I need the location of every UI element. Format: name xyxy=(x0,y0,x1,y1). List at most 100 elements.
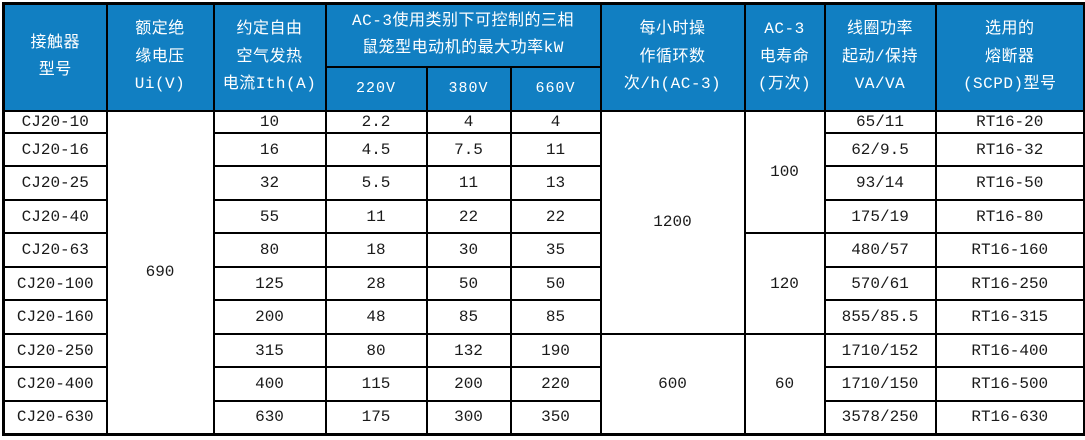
cell-fuse: RT16-500 xyxy=(934,366,1085,402)
cell-model: CJ20-160 xyxy=(2,299,108,335)
cell-coil-power: 570/61 xyxy=(823,265,937,302)
cell-kw-220v: 11 xyxy=(324,198,428,235)
cell-kw-220v: 175 xyxy=(324,399,428,436)
header-380v: 380V xyxy=(425,65,512,112)
cell-kw-660v: 220 xyxy=(509,366,602,402)
cell-life-merged-60: 60 xyxy=(743,332,826,436)
cell-kw-660v: 190 xyxy=(509,332,602,369)
cell-coil-power: 93/14 xyxy=(823,165,937,201)
cell-kw-660v: 50 xyxy=(509,265,602,302)
cell-fuse: RT16-315 xyxy=(934,299,1085,335)
cell-fuse: RT16-630 xyxy=(934,399,1085,436)
cell-kw-220v: 18 xyxy=(324,232,428,268)
cell-kw-660v: 35 xyxy=(509,232,602,268)
table-row: CJ20-16 16 4.5 7.5 11 62/9.5 RT16-32 xyxy=(2,131,1085,168)
cell-model: CJ20-250 xyxy=(2,332,108,369)
cell-cycles-merged-high: 1200 xyxy=(599,109,746,335)
cell-kw-660v: 13 xyxy=(509,165,602,201)
cell-kw-660v: 11 xyxy=(509,131,602,168)
cell-kw-380v: 300 xyxy=(425,399,512,436)
header-coil-power: 线圈功率 起动/保持 VA/VA xyxy=(823,2,937,112)
header-electrical-life: AC-3 电寿命 (万次) xyxy=(743,2,826,112)
cell-kw-660v: 4 xyxy=(509,109,602,134)
cell-coil-power: 175/19 xyxy=(823,198,937,235)
header-row-voltages: 220V 380V 660V xyxy=(4,65,1085,112)
cell-thermal-current: 10 xyxy=(212,109,327,134)
cell-fuse: RT16-250 xyxy=(934,265,1085,302)
cell-life-merged-120: 120 xyxy=(743,232,826,335)
cell-kw-380v: 7.5 xyxy=(425,131,512,168)
cell-thermal-current: 630 xyxy=(212,399,327,436)
cell-coil-power: 62/9.5 xyxy=(823,131,937,168)
cell-kw-660v: 85 xyxy=(509,299,602,335)
cell-model: CJ20-63 xyxy=(2,232,108,268)
cell-model: CJ20-100 xyxy=(2,265,108,302)
table-row: CJ20-63 80 18 30 35 120 480/57 RT16-160 xyxy=(2,232,1085,335)
cell-coil-power: 1710/150 xyxy=(823,366,937,402)
table-row: CJ20-40 55 11 22 22 175/19 RT16-80 xyxy=(2,198,1085,235)
cell-kw-380v: 4 xyxy=(425,109,512,134)
cell-coil-power: 65/11 xyxy=(823,109,937,134)
cell-cycles-merged-low: 600 xyxy=(599,332,746,436)
cell-coil-power: 1710/152 xyxy=(823,332,937,369)
table-row: CJ20-25 32 5.5 11 13 93/14 RT16-50 xyxy=(2,165,1085,201)
cell-kw-220v: 115 xyxy=(324,366,428,402)
cell-kw-220v: 2.2 xyxy=(324,109,428,134)
header-row-main: 接触器 型号 额定绝 缘电压 Ui(V) 约定自由 空气发热 电流Ith(A) … xyxy=(2,2,1085,112)
cell-fuse: RT16-20 xyxy=(934,109,1085,134)
cell-fuse: RT16-80 xyxy=(934,198,1085,235)
cell-coil-power: 3578/250 xyxy=(823,399,937,436)
cell-model: CJ20-630 xyxy=(2,399,108,436)
cell-thermal-current: 200 xyxy=(212,299,327,335)
table-row: CJ20-10 690 10 2.2 4 4 1200 100 65/11 RT… xyxy=(2,109,1085,436)
cell-model: CJ20-25 xyxy=(2,165,108,201)
header-insulation-voltage: 额定绝 缘电压 Ui(V) xyxy=(105,2,215,112)
table-row: CJ20-400 400 115 200 220 1710/150 RT16-5… xyxy=(2,366,1085,402)
table-row: CJ20-250 315 80 132 190 600 60 1710/152 … xyxy=(2,332,1085,436)
header-cycles-per-hour: 每小时操 作循环数 次/h(AC-3) xyxy=(599,2,746,112)
cell-thermal-current: 16 xyxy=(212,131,327,168)
header-thermal-current: 约定自由 空气发热 电流Ith(A) xyxy=(212,2,327,112)
cell-thermal-current: 80 xyxy=(212,232,327,268)
header-220v: 220V xyxy=(324,65,428,112)
cell-kw-380v: 22 xyxy=(425,198,512,235)
header-ac3-power-group: AC-3使用类别下可控制的三相 鼠笼型电动机的最大功率kW xyxy=(324,2,602,68)
cell-kw-380v: 50 xyxy=(425,265,512,302)
cell-kw-220v: 5.5 xyxy=(324,165,428,201)
cell-coil-power: 855/85.5 xyxy=(823,299,937,335)
header-fuse-model: 选用的 熔断器 (SCPD)型号 xyxy=(934,2,1085,112)
cell-kw-220v: 4.5 xyxy=(324,131,428,168)
cell-kw-660v: 350 xyxy=(509,399,602,436)
cell-fuse: RT16-400 xyxy=(934,332,1085,369)
cell-model: CJ20-40 xyxy=(2,198,108,235)
table-row: CJ20-630 630 175 300 350 3578/250 RT16-6… xyxy=(2,399,1085,436)
table-row: CJ20-100 125 28 50 50 570/61 RT16-250 xyxy=(2,265,1085,302)
cell-coil-power: 480/57 xyxy=(823,232,937,268)
cell-kw-380v: 200 xyxy=(425,366,512,402)
cell-thermal-current: 32 xyxy=(212,165,327,201)
cell-kw-380v: 30 xyxy=(425,232,512,268)
cell-kw-220v: 80 xyxy=(324,332,428,369)
cell-thermal-current: 55 xyxy=(212,198,327,235)
cell-life-merged-100: 100 xyxy=(743,109,826,235)
cell-kw-220v: 48 xyxy=(324,299,428,335)
table-header: 接触器 型号 额定绝 缘电压 Ui(V) 约定自由 空气发热 电流Ith(A) … xyxy=(2,2,1085,112)
cell-fuse: RT16-160 xyxy=(934,232,1085,268)
cell-kw-220v: 28 xyxy=(324,265,428,302)
cell-insulation-voltage-merged: 690 xyxy=(105,109,215,436)
cell-thermal-current: 125 xyxy=(212,265,327,302)
table-body: CJ20-10 690 10 2.2 4 4 1200 100 65/11 RT… xyxy=(2,109,1085,436)
cell-model: CJ20-16 xyxy=(2,131,108,168)
cell-kw-660v: 22 xyxy=(509,198,602,235)
cell-kw-380v: 132 xyxy=(425,332,512,369)
cell-model: CJ20-10 xyxy=(2,109,108,134)
cell-thermal-current: 315 xyxy=(212,332,327,369)
header-660v: 660V xyxy=(509,65,602,112)
cell-kw-380v: 85 xyxy=(425,299,512,335)
cell-fuse: RT16-50 xyxy=(934,165,1085,201)
cell-model: CJ20-400 xyxy=(2,366,108,402)
cell-fuse: RT16-32 xyxy=(934,131,1085,168)
table-row: CJ20-160 200 48 85 85 855/85.5 RT16-315 xyxy=(2,299,1085,335)
